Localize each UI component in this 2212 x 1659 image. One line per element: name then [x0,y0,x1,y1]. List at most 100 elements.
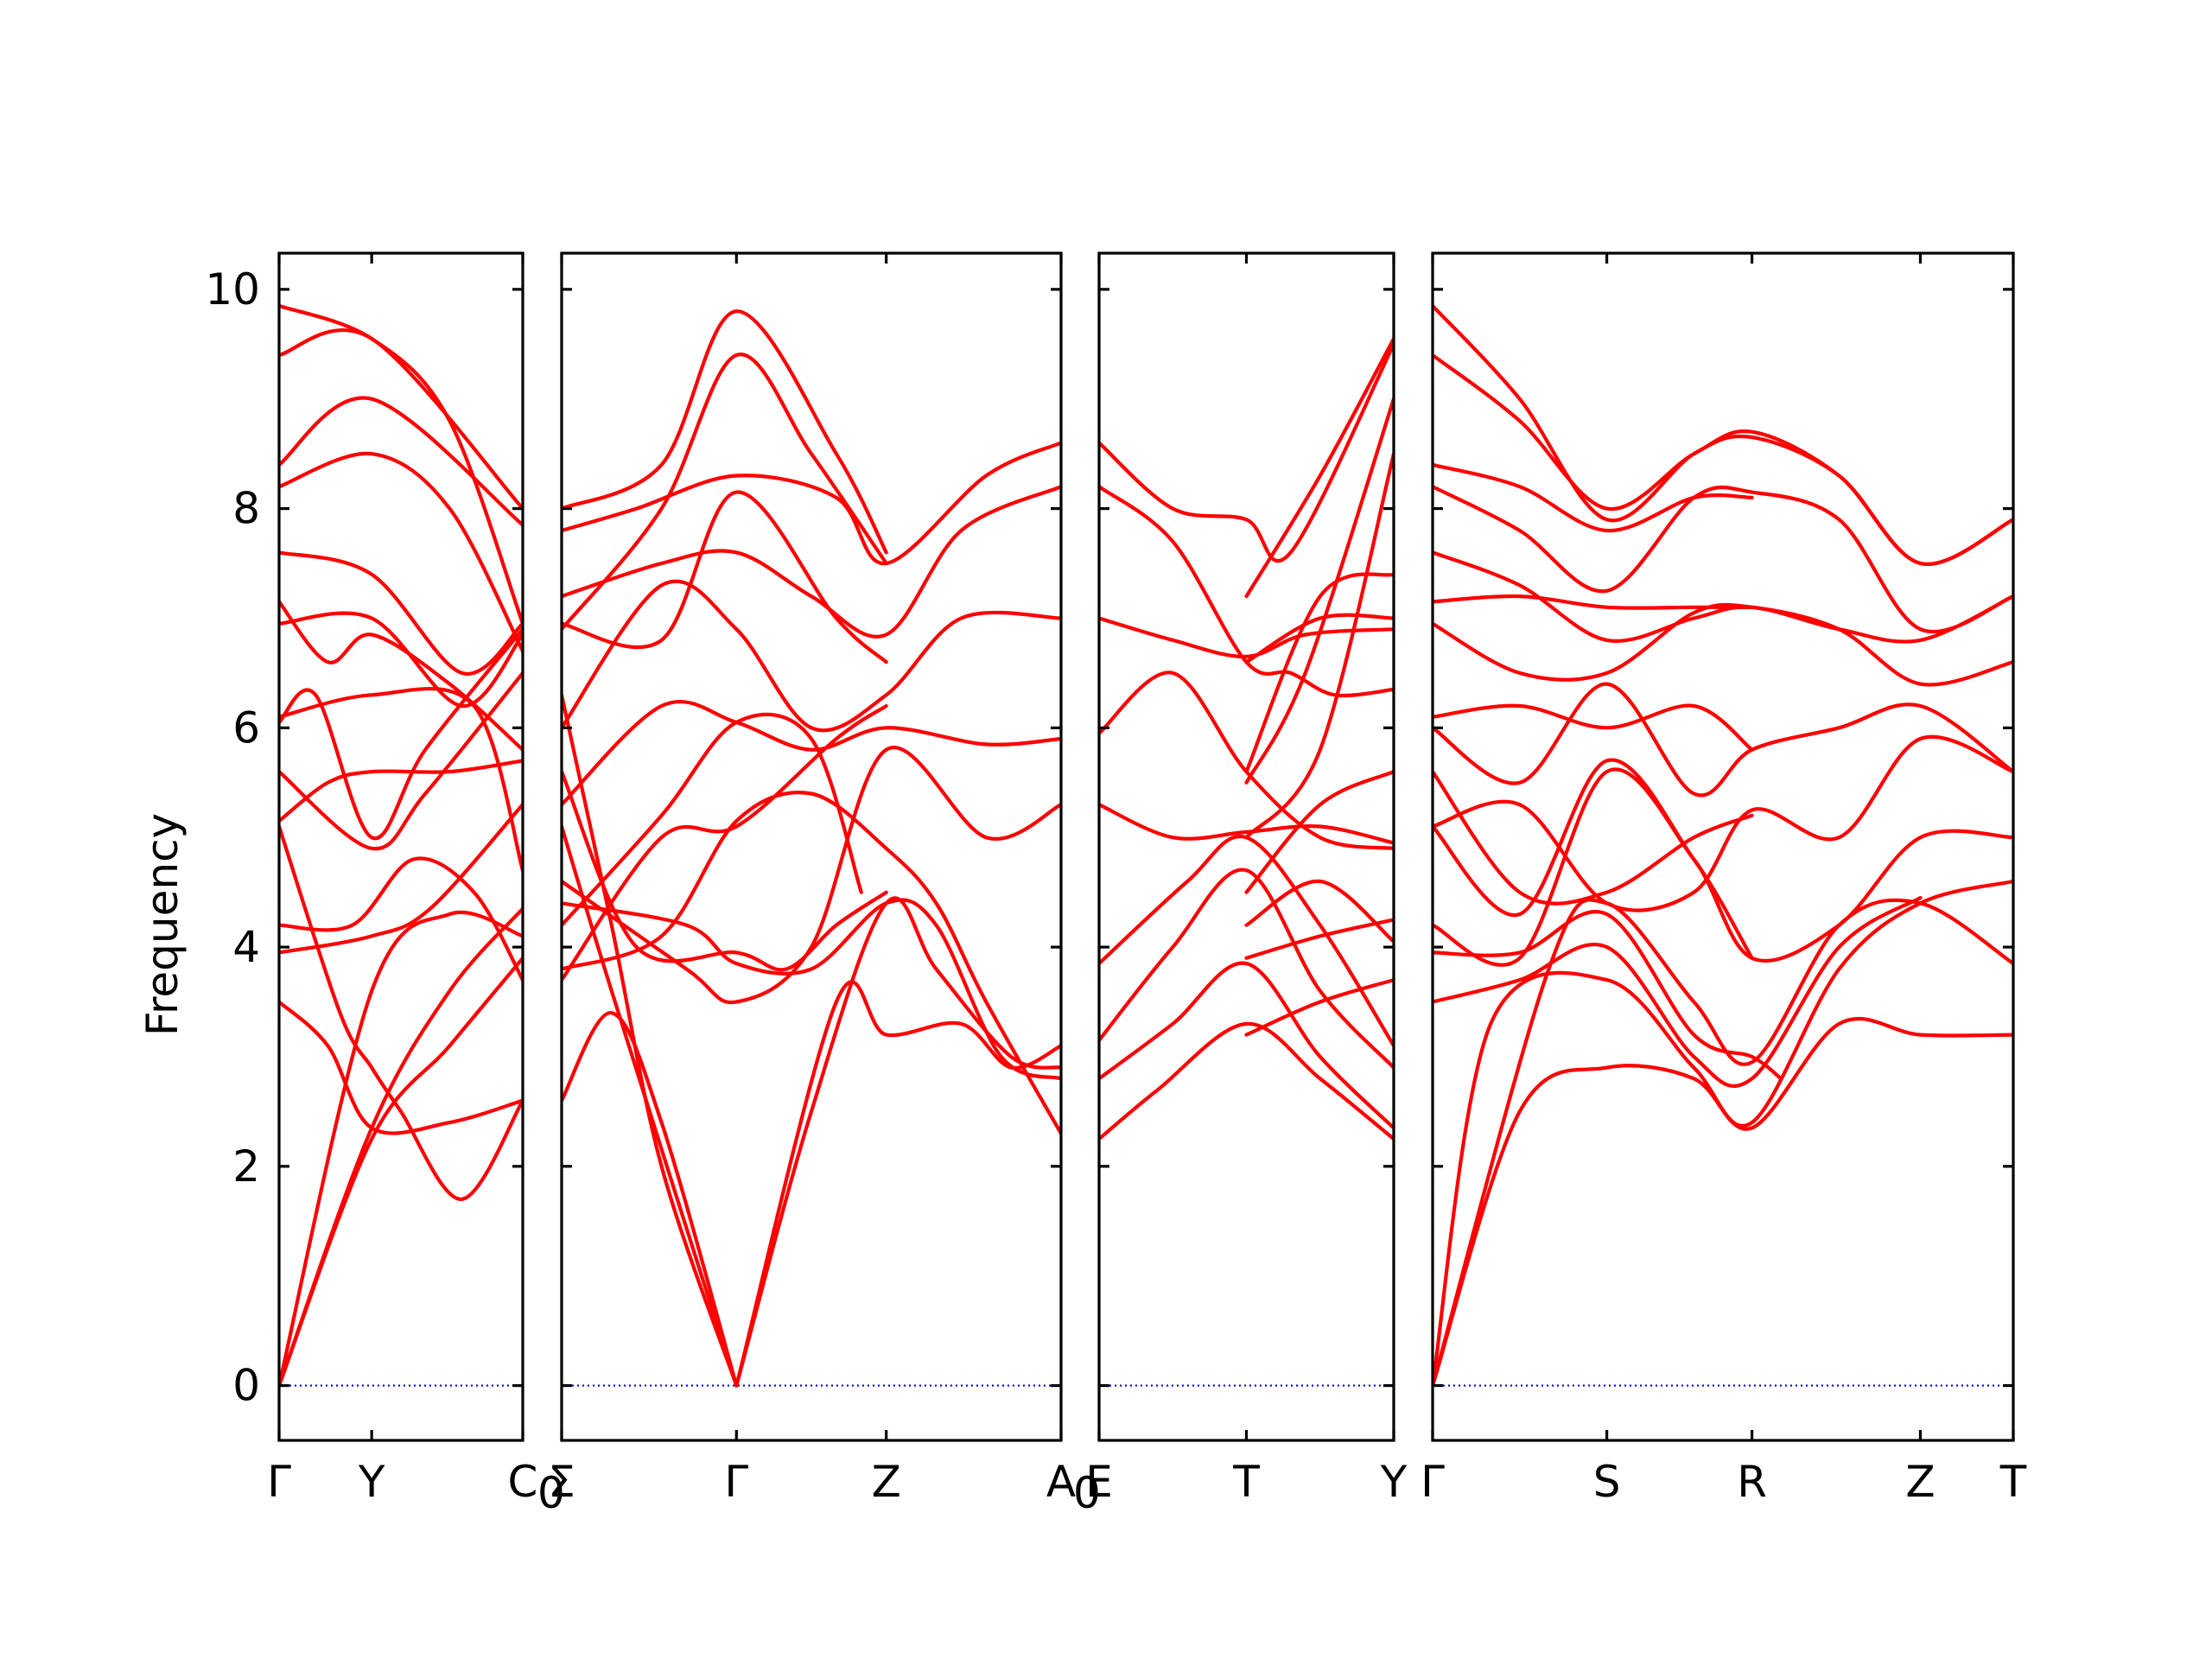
band-line-1-14 [279,550,523,677]
band-line-2-9 [562,700,1061,807]
band-line-4-15 [1433,462,1754,533]
band-line-2-17 [734,896,1061,1388]
x-tick-label: Z [1905,1457,1935,1507]
band-line-4-3 [1433,898,2013,1388]
band-line-4-1 [1433,1016,2013,1388]
band-line-3-11 [1244,572,1394,774]
band-line-1-16 [279,396,523,527]
panel-frame [277,251,524,1442]
band-line-2-13 [562,441,1061,566]
x-tick-label: S [1593,1457,1621,1507]
band-line-2-14 [562,309,888,555]
panel-4-plot-area [1433,303,2013,1388]
band-line-2-1 [562,1011,739,1388]
y-tick-label: 2 [232,1141,260,1192]
band-line-1-4 [279,1000,523,1135]
band-line-1-2 [279,906,523,1388]
panel-frame [1431,251,2015,1442]
band-line-3-9 [1099,342,1394,563]
x-tick-label: Y [358,1457,385,1507]
band-line-1-12 [279,611,523,709]
band-line-1-15 [279,451,523,653]
y-tick-label: 0 [232,1361,260,1411]
x-tick-label: Γ [267,1457,291,1507]
band-line-1-18 [279,303,523,626]
x-tick-label: C [508,1457,538,1507]
band-line-2-2 [562,824,739,1388]
y-tick-label: 8 [232,484,260,534]
band-line-2-4 [562,703,888,982]
band-line-4-14 [1433,485,2013,634]
band-line-4-13 [1433,550,2013,644]
x-tick-label: Σ [548,1457,575,1507]
band-line-4-6 [1433,767,2013,967]
band-line-1-10 [279,627,523,841]
band-line-3-1 [1099,1021,1394,1141]
band-line-2-18 [562,770,888,972]
x-tick-label: R [1737,1457,1767,1507]
x-tick-label: Y [1380,1457,1408,1507]
band-line-4-12 [1433,594,1754,610]
band-line-3-10 [1244,336,1394,599]
band-line-2-16 [734,980,1061,1388]
band-line-4-10 [1433,703,1754,752]
band-line-3-12 [1244,978,1394,1037]
x-tick-label: T [1999,1457,2027,1507]
band-line-2-12 [562,485,1061,639]
band-line-4-16 [1433,353,2013,567]
band-line-3-6 [1099,671,1394,850]
band-line-3-8 [1099,485,1394,698]
band-line-2-11 [562,490,888,664]
band-line-1-5 [279,803,523,955]
band-line-4-8 [1433,770,1754,906]
panel-3-plot-area [1099,336,1394,1387]
band-line-3-15 [1244,397,1394,785]
x-tick-label: E [1085,1457,1113,1507]
band-line-1-17 [279,327,523,511]
band-line-1-3 [279,910,523,1388]
y-tick-label: 6 [232,702,260,753]
band-line-3-14 [1244,770,1394,894]
band-line-4-5 [1433,910,1783,1081]
band-line-2-8 [562,746,1061,1005]
x-tick-label: T [1232,1457,1260,1507]
band-line-3-4 [1099,834,1394,1048]
band-line-4-2 [1433,879,2013,1388]
x-tick-label: Z [872,1457,901,1507]
junction-label-1: 0 [537,1468,565,1518]
band-line-1-8 [279,671,523,851]
junction-label-2: 0 [1073,1468,1101,1518]
panel-1-plot-area [279,303,523,1388]
band-line-1-7 [279,824,523,1201]
band-line-4-7 [1433,734,2013,912]
band-line-2-3 [562,693,739,1388]
band-line-3-16 [1244,613,1394,664]
panel-frame [560,251,1063,1442]
panel-1: 0 2 4 6 8 10 Γ Y C [205,251,538,1507]
band-line-4-11 [1433,602,2013,687]
band-line-3-7 [1099,616,1394,659]
band-line-3-3 [1099,868,1394,1070]
band-line-3-18 [1244,452,1394,840]
panel-2-plot-area [562,309,1061,1388]
band-line-1-6 [279,856,523,982]
band-line-4-9 [1433,682,2013,798]
band-line-3-17 [1244,879,1394,944]
band-line-3-5 [1099,803,1394,845]
y-axis-label: Frequency [137,813,188,1036]
x-tick-label: Γ [724,1457,748,1507]
band-line-2-15 [562,353,888,632]
band-line-3-2 [1099,961,1394,1130]
band-line-1-11 [279,687,523,873]
x-tick-label: Γ [1421,1457,1445,1507]
band-line-4-4 [1433,895,1923,1089]
band-line-4-18 [1433,758,1754,960]
y-tick-label: 4 [232,922,260,972]
band-line-2-7 [562,898,1061,1081]
band-line-2-10 [562,579,1061,733]
